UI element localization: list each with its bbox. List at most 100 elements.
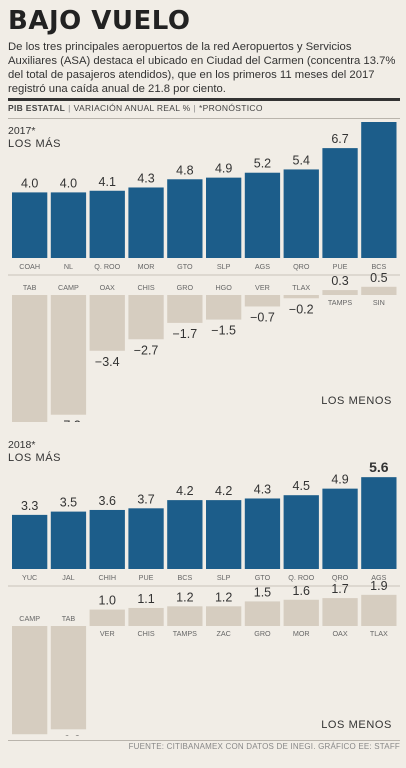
- category-label: GTO: [177, 262, 193, 271]
- category-label: TAB: [23, 283, 37, 292]
- category-label: HGO: [215, 283, 232, 292]
- category-label: CAMP: [58, 283, 79, 292]
- year-label-2017: 2017*: [8, 125, 36, 137]
- category-label: VER: [255, 283, 270, 292]
- bar-menos: [50, 295, 87, 415]
- value-label: 1.7: [331, 582, 348, 596]
- bar-mas: [167, 179, 203, 258]
- value-label: 1.0: [99, 594, 116, 608]
- panel-label-2017: 2017* LOS MÁS: [8, 125, 61, 151]
- bar-mas: [50, 511, 87, 569]
- category-label: OAX: [100, 283, 115, 292]
- category-label: GRO: [177, 283, 194, 292]
- category-label: MOR: [138, 262, 155, 271]
- bar-mas: [244, 172, 281, 258]
- chart-2018: 3.3 YUC 3.5 JAL 3.6 CHIH 3.7 PUE 4.2 BCS 4.2 SLP 4.3…: [8, 459, 400, 736]
- value-label: 4.0: [21, 176, 38, 190]
- value-label: 5.4: [293, 153, 310, 167]
- bar-mas: [89, 509, 125, 569]
- header-divider: [8, 118, 400, 119]
- bar-menos: [322, 598, 358, 626]
- category-label: COAH: [19, 262, 40, 271]
- chart-header: PIB ESTATAL | VARIACIÓN ANUAL REAL % | *PRON…: [8, 103, 400, 116]
- bar-mas: [12, 514, 48, 569]
- value-label: 1.2: [176, 590, 193, 604]
- value-label: 5.2: [254, 157, 271, 171]
- category-label: GRO: [254, 629, 271, 638]
- category-label: AGS: [255, 262, 270, 271]
- bar-menos: [128, 607, 164, 626]
- los-mas-label-2018: LOS MÁS: [8, 452, 62, 464]
- bar-mas: [361, 122, 397, 259]
- value-label: −1.5: [211, 324, 236, 338]
- bar-menos: [167, 606, 203, 626]
- header-rule: [8, 98, 400, 101]
- category-label: BCS: [177, 573, 192, 582]
- category-label: SLP: [217, 573, 231, 582]
- value-label: 1.5: [254, 585, 271, 599]
- panel-label-2018: 2018* LOS MÁS: [8, 439, 61, 465]
- value-label: 1.1: [137, 592, 154, 606]
- value-label: 1.6: [293, 584, 310, 598]
- value-label: 4.0: [60, 176, 77, 190]
- bar-menos: [283, 599, 319, 626]
- value-label: 4.1: [99, 175, 116, 189]
- value-label: −7.3: [56, 419, 81, 422]
- category-label: CHIS: [137, 283, 154, 292]
- value-label: 5.6: [369, 459, 389, 475]
- category-label: Q. ROO: [288, 573, 314, 582]
- value-label: 1.9: [370, 579, 387, 593]
- value-label: 4.8: [176, 163, 193, 177]
- bar-mas: [206, 500, 242, 569]
- source-note: FUENTE: CITIBANAMEX CON DATOS DE INEGI. …: [128, 742, 400, 751]
- category-label: PUE: [333, 262, 348, 271]
- value-label: 4.3: [254, 482, 271, 496]
- category-label: TLAX: [292, 283, 310, 292]
- header-separator: |: [193, 103, 196, 113]
- bar-mas: [361, 477, 397, 569]
- bar-mas: [322, 148, 358, 258]
- value-label: −2.7: [134, 343, 159, 357]
- category-label: Q. ROO: [94, 262, 120, 271]
- header-separator: |: [68, 103, 71, 113]
- category-label: YUC: [22, 573, 37, 582]
- bar-menos: [206, 295, 242, 320]
- footer-rule: [8, 740, 400, 741]
- category-label: CHIH: [98, 573, 116, 582]
- chart-2017: 4.0 COAH 4.0 NL 4.1 Q. ROO 4.3 MOR 4.8 GTO 4.9 SLP 5…: [8, 122, 400, 422]
- header-sub-variation: VARIACIÓN ANUAL REAL %: [73, 103, 191, 113]
- category-label: VER: [100, 629, 115, 638]
- value-label: −3.4: [95, 355, 120, 369]
- value-label: 4.5: [293, 479, 310, 493]
- category-label: TAMPS: [328, 298, 352, 307]
- bar-menos: [361, 594, 397, 626]
- value-label: 3.6: [99, 494, 116, 508]
- los-menos-label-2017: LOS MENOS: [321, 395, 392, 407]
- year-label-2018: 2018*: [8, 439, 36, 451]
- bar-mas: [244, 498, 281, 569]
- category-label: CHIS: [137, 629, 154, 638]
- intro-text: De los tres principales aeropuertos de l…: [8, 41, 396, 95]
- header-label: PIB ESTATAL: [8, 103, 66, 113]
- bar-menos: [167, 295, 203, 323]
- value-label: 4.9: [331, 473, 348, 487]
- bar-menos: [89, 609, 125, 626]
- value-label: 3.5: [60, 496, 77, 510]
- bar-menos: [89, 295, 125, 351]
- category-label: CAMP: [19, 614, 40, 623]
- category-label: SLP: [217, 262, 231, 271]
- category-label: ZAC: [216, 629, 230, 638]
- category-label: AGS: [371, 573, 386, 582]
- bar-mas: [50, 192, 87, 258]
- category-label: NL: [64, 262, 73, 271]
- category-label: SIN: [373, 298, 385, 307]
- category-label: TAB: [62, 614, 76, 623]
- value-label: −0.2: [289, 302, 314, 316]
- bar-mas: [206, 177, 242, 258]
- bar-mas: [12, 192, 48, 258]
- value-label: −6.3: [56, 733, 81, 736]
- bar-mas: [128, 187, 164, 258]
- value-label: 3.7: [137, 492, 154, 506]
- category-label: GTO: [255, 573, 271, 582]
- bar-mas: [128, 508, 164, 569]
